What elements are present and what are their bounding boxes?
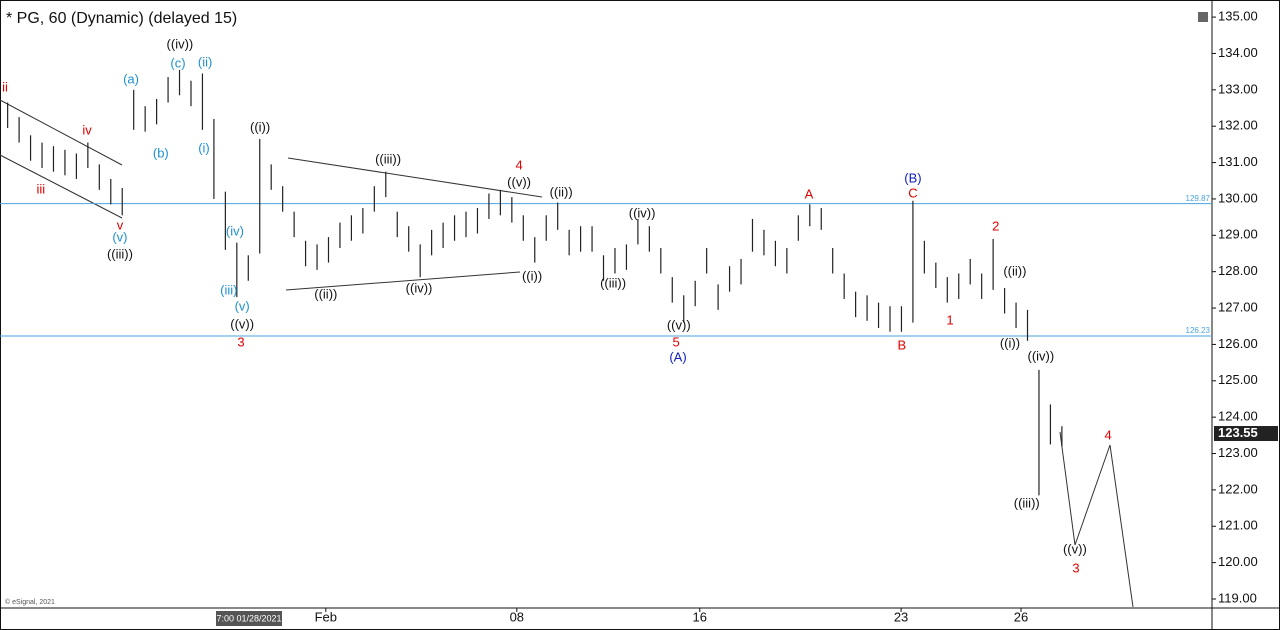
wave-label: ((iv)) (167, 37, 194, 52)
wave-label: ((i)) (1000, 335, 1020, 350)
wave-label: C (908, 186, 917, 201)
wave-label: ((iii)) (375, 151, 401, 166)
wave-label: iv (82, 122, 92, 137)
channel-upper (0, 99, 123, 166)
triangle-upper (287, 157, 543, 198)
menu-icon[interactable] (1198, 12, 1208, 22)
last-price-label: 123.55 (1218, 425, 1258, 440)
y-tick-label: 134.00 (1218, 45, 1258, 60)
crosshair-box (216, 611, 282, 626)
x-tick-label: 08 (510, 609, 524, 624)
wave-label: 3 (237, 334, 244, 349)
wave-label: (v) (235, 298, 250, 313)
x-tick-label: Feb (315, 609, 337, 624)
y-tick-label: 130.00 (1218, 190, 1258, 205)
wave-label: (A) (669, 349, 686, 364)
wave-label: B (898, 337, 907, 352)
wave-label: 2 (992, 218, 999, 233)
wave-label: ((v)) (507, 174, 531, 189)
y-tick-label: 126.00 (1218, 336, 1258, 351)
wave-label: (a) (123, 71, 139, 86)
y-tick-label: 128.00 (1218, 263, 1258, 278)
wave-label: 5 (672, 334, 679, 349)
wave-label: ((v)) (230, 317, 254, 332)
y-tick-label: 132.00 (1218, 118, 1258, 133)
wave-label: ((ii)) (314, 286, 337, 301)
wave-label: ((iii)) (107, 246, 133, 261)
triangle-lower (285, 271, 521, 291)
y-tick-label: 125.00 (1218, 372, 1258, 387)
wave-label: 4 (515, 158, 522, 173)
wave-label: ((iv)) (406, 281, 433, 296)
y-tick-label: 127.00 (1218, 299, 1258, 314)
wave-label: A (805, 186, 814, 201)
trendlines (0, 99, 1134, 608)
wave-label: (b) (153, 146, 169, 161)
wave-label: ((i)) (250, 119, 270, 134)
price-level-label: 129.87 (1186, 194, 1211, 203)
wave-label: (v) (112, 230, 127, 245)
wave-label: ((iv)) (629, 206, 656, 221)
wave-label: ((iii)) (1014, 496, 1040, 511)
wave-label: v (117, 218, 124, 233)
copyright: © eSignal, 2021 (5, 598, 55, 606)
y-tick-label: 119.00 (1218, 590, 1257, 605)
wave-label: (iv) (226, 223, 244, 238)
x-tick-label: 16 (693, 609, 707, 624)
y-tick-label: 124.00 (1218, 409, 1258, 424)
y-tick-label: 131.00 (1218, 154, 1258, 169)
y-tick-label: 120.00 (1218, 554, 1258, 569)
y-tick-label: 123.00 (1218, 445, 1258, 460)
chart-title: * PG, 60 (Dynamic) (delayed 15) (6, 10, 237, 27)
wave-label: ((v)) (1063, 541, 1087, 556)
wave-label: iii (37, 182, 46, 197)
crosshair-label: 7:00 01/28/2021 (216, 613, 281, 623)
wave-label: (B) (904, 170, 921, 185)
wave-label: ((ii)) (1003, 263, 1026, 278)
channel-lower (0, 154, 123, 219)
wave-label: (c) (170, 55, 185, 70)
y-tick-label: 129.00 (1218, 227, 1258, 242)
wave-label: ((ii)) (550, 185, 573, 200)
wave-label: 4 (1104, 428, 1111, 443)
wave-label: 3 (1072, 561, 1079, 576)
wave-label: ((iii)) (600, 275, 626, 290)
wave-label: ii (2, 79, 8, 94)
last-price-box (1214, 426, 1278, 442)
wave-label: ((v)) (667, 317, 691, 332)
y-tick-label: 122.00 (1218, 481, 1258, 496)
x-tick-label: 26 (1014, 609, 1028, 624)
wave-label: (ii) (198, 54, 212, 69)
wave-label: (iii) (220, 282, 237, 297)
wave-label: ((iv)) (1028, 349, 1055, 364)
wave-label: 1 (946, 313, 953, 328)
price-level-label: 126.23 (1186, 326, 1211, 335)
x-tick-label: 23 (894, 609, 908, 624)
projection-path (1059, 431, 1134, 608)
y-tick-label: 133.00 (1218, 81, 1258, 96)
y-tick-label: 121.00 (1218, 518, 1258, 533)
wave-label: ((i)) (522, 269, 542, 284)
y-tick-label: 135.00 (1218, 9, 1258, 24)
wave-label: (i) (198, 141, 210, 156)
